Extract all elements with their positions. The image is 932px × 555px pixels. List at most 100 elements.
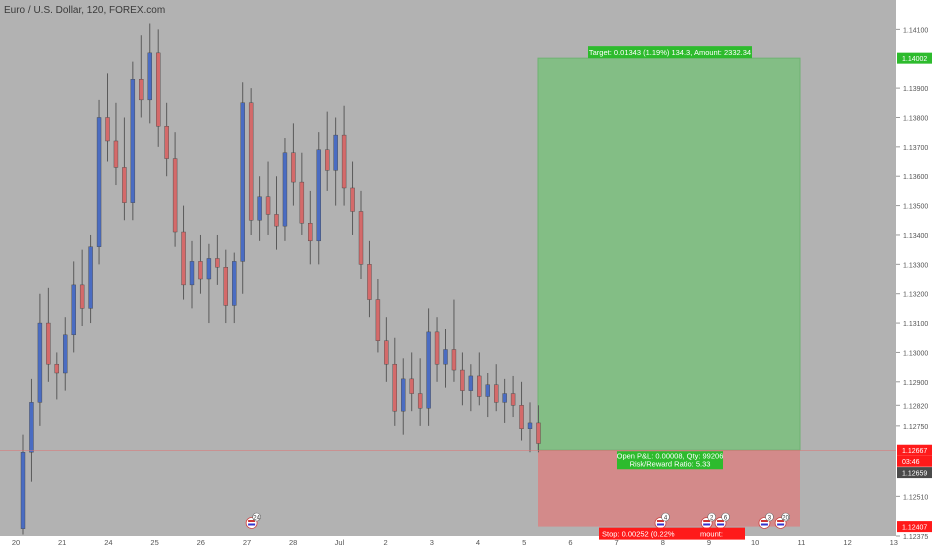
y-tick-label: 1.13800	[903, 115, 928, 122]
x-tick-label: 2	[384, 538, 388, 547]
candle	[54, 352, 59, 400]
candle	[299, 152, 305, 235]
x-tick-label: Jul	[335, 538, 345, 547]
candle	[367, 240, 372, 318]
x-tick-label: 26	[197, 538, 205, 547]
candle-body	[536, 422, 541, 444]
candle-body	[519, 405, 524, 429]
candle-body	[215, 258, 220, 268]
candle-body	[384, 340, 389, 365]
pnl-label-line2: Risk/Reward Ratio: 5.33	[630, 460, 711, 469]
event-badge-count: 6	[724, 516, 728, 522]
candle-body	[409, 378, 414, 394]
target-zone[interactable]	[537, 57, 801, 451]
event-flag-icon[interactable]: 20	[774, 512, 790, 529]
y-tick-label: 1.12820	[903, 403, 928, 410]
candle-body	[46, 322, 51, 365]
candle	[257, 176, 262, 241]
candle	[384, 317, 389, 382]
x-tick-label: 27	[243, 538, 251, 547]
candle-body	[29, 402, 34, 453]
y-tick-label: 1.13700	[903, 145, 928, 152]
x-tick-label: 24	[104, 538, 112, 547]
candle	[265, 161, 271, 235]
candle	[341, 105, 347, 206]
event-flag-icon[interactable]: 2	[700, 512, 716, 529]
candle-body	[274, 214, 279, 227]
bar-countdown-label: 03:46	[897, 455, 932, 467]
bar-countdown-label-text: 03:46	[902, 459, 920, 466]
candle-body	[181, 231, 186, 286]
candle	[29, 378, 34, 482]
candle	[291, 123, 296, 206]
y-tick-label: 1.14100	[903, 27, 928, 34]
pnl-label-line1: Open P&L: 0.00008, Qty: 99206	[617, 452, 724, 461]
candle	[519, 381, 524, 441]
stop-price-label-bg	[897, 521, 932, 533]
candle-body	[54, 363, 59, 374]
candle	[477, 352, 482, 406]
x-tick-label: 13	[890, 538, 898, 547]
candle	[485, 372, 490, 418]
candle-body	[130, 79, 136, 203]
candle-body	[367, 264, 372, 300]
event-badge	[765, 512, 774, 522]
x-tick-label: 9	[707, 538, 711, 547]
pnl-label[interactable]: Open P&L: 0.00008, Qty: 99206Risk/Reward…	[617, 451, 724, 470]
target-price-label: 1.14002	[897, 52, 932, 64]
candle-body	[71, 284, 76, 336]
candle	[96, 99, 102, 265]
y-tick-label: 1.13500	[903, 204, 928, 211]
pnl-label-bg	[617, 451, 723, 470]
x-tick-label: 25	[150, 538, 158, 547]
flag-stripe	[248, 523, 256, 526]
candle-body	[308, 223, 313, 242]
candle	[248, 88, 254, 235]
candle	[79, 249, 85, 327]
event-badge	[252, 512, 261, 522]
candle-body	[172, 158, 178, 233]
x-tick-label: 8	[661, 538, 665, 547]
y-tick-label: 1.13900	[903, 86, 928, 93]
candle-body	[485, 384, 490, 397]
flag-stripe	[717, 520, 725, 522]
x-tick-label: 12	[843, 538, 851, 547]
candle	[155, 29, 161, 147]
candle	[172, 132, 178, 247]
candle	[240, 82, 245, 294]
stop-price-label-text: 1.12407	[902, 525, 927, 532]
event-badge	[781, 512, 790, 522]
candle	[460, 352, 465, 406]
candle	[274, 176, 279, 250]
last-price-label: 1.12659	[897, 467, 932, 479]
x-tick-label: 21	[58, 538, 66, 547]
candle	[46, 287, 51, 382]
y-tick-label: 1.12900	[903, 380, 928, 387]
candle	[451, 299, 457, 382]
x-tick-label: 5	[522, 538, 526, 547]
event-flag-icon[interactable]: 3	[758, 512, 774, 529]
candle-body	[37, 322, 43, 403]
event-badge-count: 24	[253, 516, 260, 522]
target-label[interactable]: Target: 0.01343 (1.19%) 134.3, Amount: 2…	[588, 46, 752, 59]
target-price-label-text: 1.14002	[902, 56, 927, 63]
stop-label-bg	[599, 527, 745, 540]
candle-body	[443, 349, 448, 365]
time-axis[interactable]	[0, 536, 896, 550]
candle	[189, 240, 195, 309]
candle-body	[139, 79, 144, 101]
x-tick-label: 3	[430, 538, 434, 547]
position-labels: Target: 0.01343 (1.19%) 134.3, Amount: 2…	[588, 46, 752, 540]
y-tick-label: 1.13100	[903, 321, 928, 328]
y-tick-label: 1.13200	[903, 292, 928, 299]
candle-body	[79, 284, 85, 309]
flag-stripe	[656, 520, 664, 522]
flag-stripe	[717, 523, 725, 526]
candle-body	[232, 261, 237, 306]
candle-body	[164, 126, 169, 159]
event-flag-icon[interactable]: 4	[654, 512, 670, 529]
candle-body	[122, 167, 127, 203]
stop-label[interactable]: Stop: 0.00252 (0.22% mount:	[599, 527, 745, 540]
event-flag-icon[interactable]: 24	[245, 512, 261, 529]
candle	[527, 402, 533, 453]
